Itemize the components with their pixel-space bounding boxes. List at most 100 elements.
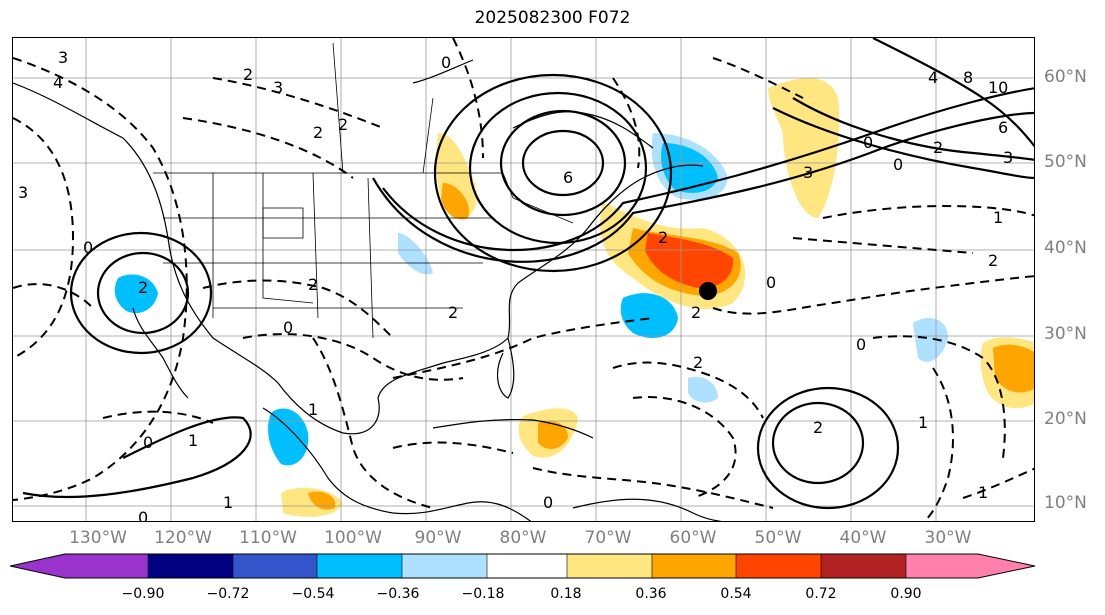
contour-label: 2 [243,65,253,84]
contour-label: 4 [53,73,63,92]
contour-label: 1 [223,493,233,512]
colorbar-tick-label: −0.54 [291,586,335,602]
contour-label: 1 [978,483,988,502]
contour-label: 0 [283,318,293,337]
colorbar-tick-label: −0.72 [206,586,250,602]
contour-label: 2 [448,303,458,322]
contour-low-ring-1 [521,129,605,197]
lon-label: 80°W [499,528,547,548]
colorbar-extend-low [10,554,65,578]
coastlines [13,59,723,521]
contour-label: 2 [988,251,998,270]
contour-label: 3 [273,78,283,97]
contour-label: 6 [998,118,1008,137]
contour-label: 2 [338,115,348,134]
contour-label: 0 [83,238,93,257]
contour-label: 0 [863,133,873,152]
anomaly-positive-caribbean-core [538,421,568,450]
contour-label: 2 [658,228,668,247]
contour-label: 0 [893,155,903,174]
colorbar-tick-label: 0.90 [890,586,922,602]
colorbar-segment [652,554,736,578]
lat-label: 10°N [1044,493,1087,513]
contour-labels: 3 4 2 0 2 2 3 6 10 8 4 6 2 0 3 0 3 1 2 2… [18,48,1013,522]
colorbar-segment [233,554,317,578]
lat-label: 20°N [1044,409,1087,429]
contour-label: 6 [563,168,573,187]
contour-label: 2 [313,123,323,142]
colorbar-segment [317,554,402,578]
contour-jet-3 [772,107,1034,180]
contour-label: 2 [138,278,148,297]
contour-label: 8 [963,68,973,87]
colorbar-segment [567,554,652,578]
contour-atlantic-ring-1 [771,401,865,485]
contour-jet-4 [792,97,1034,161]
contour-label: 2 [693,353,703,372]
anomaly-negative-mexico [268,408,309,466]
lon-label: 110°W [239,528,297,548]
lon-label: 60°W [669,528,717,548]
anomaly-negative-newfoundland-core [661,143,718,193]
contour-label: 3 [1003,148,1013,167]
map-svg: 3 4 2 0 2 2 3 6 10 8 4 6 2 0 3 0 3 1 2 2… [13,38,1034,522]
lon-label: 130°W [69,528,127,548]
lon-label: 90°W [414,528,462,548]
contour-label: 2 [933,138,943,157]
chart-title: 2025082300 F072 [474,8,631,28]
contour-label: 4 [928,68,938,87]
anomaly-positive-eastatlantic-core [993,344,1034,393]
anomaly-negative-islands [688,376,718,403]
contour-label: 2 [308,275,318,294]
contour-label: 0 [143,433,153,452]
contour-jet-2 [372,111,1034,263]
colorbar [10,553,1036,579]
contour-label: 2 [813,418,823,437]
borders [153,42,574,339]
lat-label: 40°N [1044,238,1087,258]
contour-label: 1 [308,400,318,419]
anomaly-negative-bermuda [620,293,678,338]
contour-label: 1 [993,208,1003,227]
lat-label: 30°N [1044,324,1087,344]
colorbar-tick-label: 0.72 [805,586,837,602]
contour-label: 10 [988,78,1008,97]
anomaly-positive-greatlakes-core [441,183,469,220]
colorbar-tick-label: −0.36 [376,586,420,602]
colorbar-tick-label: 0.54 [720,586,752,602]
contour-low-ring-3 [468,91,648,245]
contour-pacific-ring-1 [96,251,190,335]
colorbar-segment [148,554,233,578]
contour-label: 0 [138,508,148,522]
colorbar-extend-high [978,554,1035,578]
contours-dashed [13,38,1034,521]
contour-sw-1 [22,416,252,499]
contour-label: 0 [543,493,553,512]
contour-low-ring-4 [433,73,673,273]
lat-label: 60°N [1044,67,1087,87]
contour-label: 1 [918,413,928,432]
lon-label: 100°W [324,528,382,548]
contour-jet-1 [382,87,1034,251]
contours-solid [22,38,1034,510]
colorbar-segment [906,554,978,578]
colorbar-segment [736,554,821,578]
contour-label: 0 [766,273,776,292]
anomaly-negative-baja [114,274,158,314]
lon-label: 40°W [839,528,887,548]
contour-ne-high [872,38,1034,148]
contour-low-ring-2 [499,109,627,217]
colorbar-tick-label: 0.18 [550,586,582,602]
contour-label: 2 [691,303,701,322]
contour-label: 1 [188,431,198,450]
colorbar-tick-label: 0.36 [635,586,667,602]
storm-center-marker [699,282,717,300]
contour-label: 3 [18,183,28,202]
map-panel: 3 4 2 0 2 2 3 6 10 8 4 6 2 0 3 0 3 1 2 2… [12,37,1035,522]
anomaly-negative-midatlantic [913,318,948,362]
contour-label: 3 [58,48,68,67]
contour-label: 0 [441,53,451,72]
colorbar-tick-label: −0.18 [461,586,505,602]
colorbar-segment [65,554,148,578]
colorbar-segment [487,554,567,578]
